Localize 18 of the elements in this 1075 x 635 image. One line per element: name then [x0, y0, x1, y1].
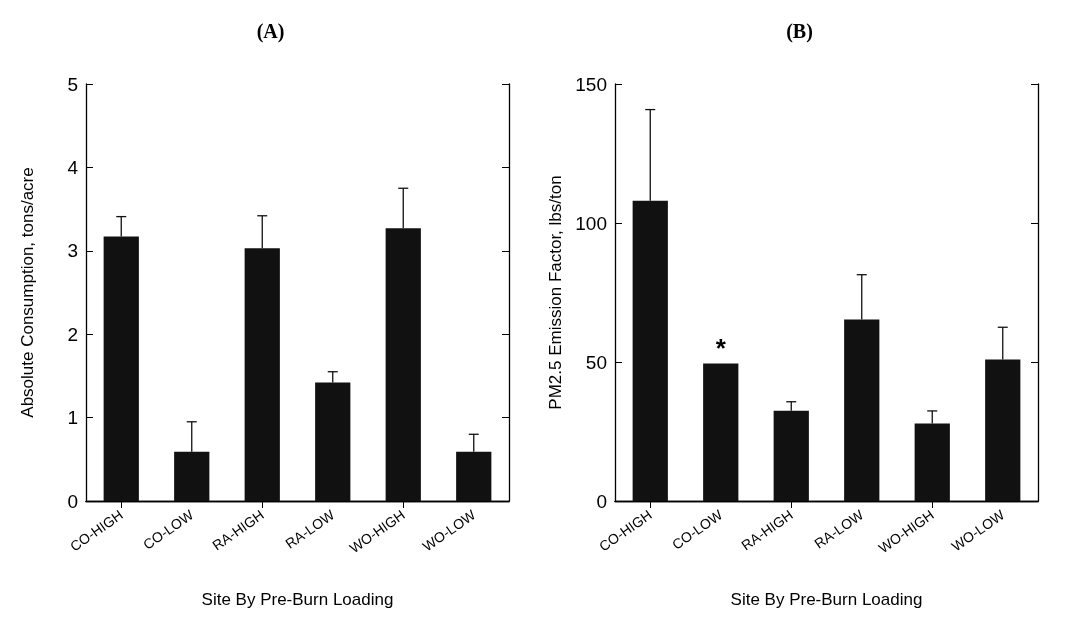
y-tick-label: 0: [67, 490, 78, 512]
y-tick-label: 0: [596, 490, 607, 512]
y-tick-label: 1: [67, 407, 78, 429]
y-tick-label: 100: [575, 212, 607, 234]
y-axis-title: Absolute Consumption, tons/acre: [18, 167, 37, 418]
y-tick-label: 3: [67, 240, 78, 262]
chart-title: (B): [786, 20, 813, 43]
y-axis-title: PM2.5 Emission Factor, lbs/ton: [546, 175, 566, 410]
y-tick-label: 150: [575, 73, 607, 95]
y-tick-label: 5: [67, 73, 78, 95]
x-axis-title: Site By Pre-Burn Loading: [730, 590, 923, 609]
bar: [703, 363, 739, 501]
annotation: *: [715, 333, 727, 364]
chart-title: (A): [256, 20, 285, 43]
x-axis-title: Site By Pre-Burn Loading: [201, 590, 394, 609]
y-tick-label: 50: [585, 351, 607, 373]
y-tick-label: 2: [67, 323, 78, 345]
y-tick-label: 4: [67, 156, 79, 178]
